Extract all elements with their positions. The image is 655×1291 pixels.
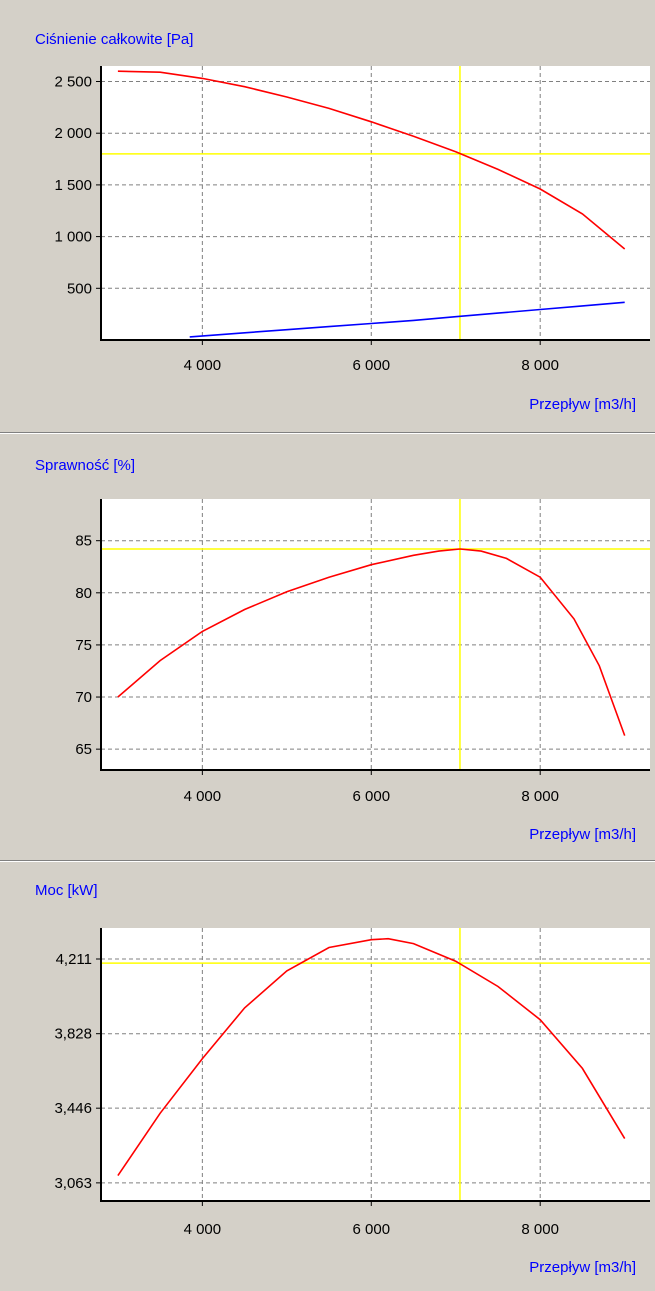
y-tick-label: 85 (75, 533, 92, 550)
curve-main (117, 548, 626, 736)
x-tick-label: 8 000 (521, 357, 559, 374)
panel-divider (0, 861, 655, 862)
curve-main (117, 70, 626, 250)
panel-divider (0, 433, 655, 434)
efficiency-chart: Sprawność [%] 4 000 6 000 8 000 65 70 75 80 85 Pr… (35, 457, 650, 843)
x-tick-label: 6 000 (353, 357, 391, 374)
y-axis-label: Moc [kW] (35, 882, 98, 899)
plot-area (101, 499, 650, 770)
y-tick-label: 75 (75, 637, 92, 654)
curve-main (117, 937, 626, 1177)
pressure-chart-panel: Ciśnienie całkowite [Pa] 4 000 6 000 8 000 5… (0, 0, 655, 432)
y-tick-label: 65 (75, 741, 92, 758)
y-tick-label: 70 (75, 689, 92, 706)
y-tick-label: 1 500 (54, 177, 92, 194)
y-tick-label: 2 500 (54, 74, 92, 91)
power-chart-panel: Moc [kW] 4 000 6 000 8 000 3,063 3,446 3,828 4,… (0, 862, 655, 1291)
x-tick-label: 8 000 (521, 788, 559, 805)
power-chart: Moc [kW] 4 000 6 000 8 000 3,063 3,446 3,828 4,… (35, 882, 650, 1276)
x-tick-label: 6 000 (353, 788, 391, 805)
y-tick-label: 4,211 (56, 951, 92, 968)
y-tick-label: 3,446 (54, 1100, 92, 1117)
panel-divider (0, 860, 655, 861)
x-tick-label: 4 000 (184, 357, 222, 374)
x-axis-label: Przepływ [m3/h] (529, 1259, 636, 1276)
y-tick-label: 3,063 (54, 1175, 92, 1192)
x-tick-label: 6 000 (353, 1221, 391, 1238)
y-axis-label: Sprawność [%] (35, 457, 135, 474)
x-tick-label: 8 000 (521, 1221, 559, 1238)
x-axis-label: Przepływ [m3/h] (529, 396, 636, 413)
y-axis-label: Ciśnienie całkowite [Pa] (35, 31, 193, 48)
curve-system (189, 301, 625, 338)
y-tick-label: 1 000 (54, 229, 92, 246)
x-axis-label: Przepływ [m3/h] (529, 826, 636, 843)
y-tick-label: 3,828 (54, 1026, 92, 1043)
panel-divider (0, 432, 655, 433)
pressure-chart: Ciśnienie całkowite [Pa] 4 000 6 000 8 000 5… (35, 31, 650, 413)
efficiency-chart-panel: Sprawność [%] 4 000 6 000 8 000 65 70 75 80 85 Pr… (0, 434, 655, 860)
x-tick-label: 4 000 (184, 1221, 222, 1238)
plot-area (101, 66, 650, 340)
y-tick-label: 80 (75, 585, 92, 602)
plot-area (101, 928, 650, 1201)
y-tick-label: 500 (67, 280, 92, 297)
x-tick-label: 4 000 (184, 788, 222, 805)
y-tick-label: 2 000 (54, 125, 92, 142)
